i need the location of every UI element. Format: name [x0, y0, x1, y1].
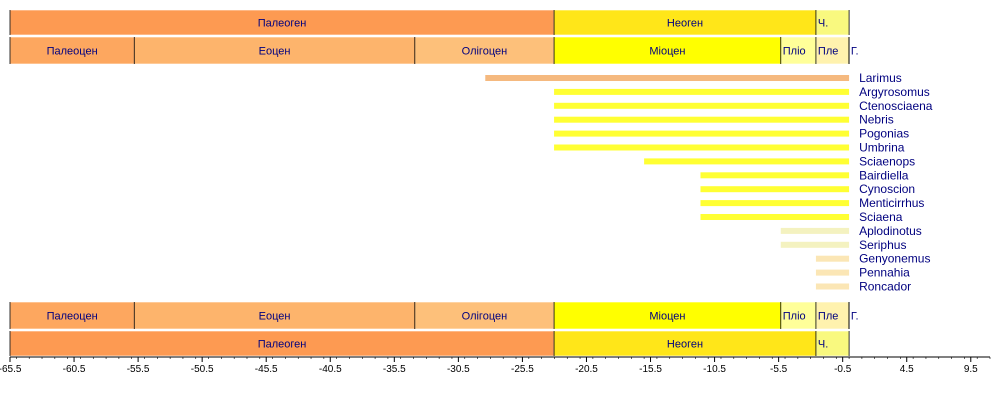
bottom-period-label-1: Неоген — [667, 339, 703, 351]
top-period-segment-1 — [553, 9, 817, 36]
bottom-epoch-segment-3 — [553, 301, 782, 330]
bottom-epoch-label-6: Г. — [851, 311, 859, 323]
bar-umbrina — [554, 144, 850, 151]
bottom-period-segment-2 — [815, 330, 850, 357]
x-tick-label-15: 9.5 — [964, 364, 978, 375]
bar-label-aplodinotus: Aplodinotus — [859, 224, 922, 238]
bar-label-bairdiella: Bairdiella — [859, 168, 909, 182]
bar-label-pennahia: Pennahia — [859, 266, 910, 280]
bar-bairdiella — [700, 172, 850, 179]
bar-pennahia — [815, 269, 850, 276]
x-tick-label-6: -35.5 — [383, 364, 406, 375]
top-epoch-label-0: Палеоцен — [47, 46, 98, 58]
bottom-epoch-segment-5 — [815, 301, 850, 330]
x-tick-label-9: -20.5 — [575, 364, 598, 375]
bottom-epoch-label-1: Еоцен — [259, 311, 291, 323]
bottom-period-segment-1 — [553, 330, 817, 357]
top-epoch-band: Палеоцен Еоцен Олігоцен Міоцен Пліо Пле Г. — [9, 36, 859, 65]
top-period-label-2: Ч. — [818, 18, 828, 30]
taxon-bars: LarimusArgyrosomusCtenosciaenaNebrisPogo… — [485, 71, 933, 294]
x-tick-label-11: -10.5 — [703, 364, 726, 375]
x-tick-label-1: -60.5 — [63, 364, 86, 375]
bottom-epoch-label-3: Міоцен — [649, 311, 685, 323]
x-tick-label-12: -5.5 — [770, 364, 788, 375]
bar-label-genyonemus: Genyonemus — [859, 252, 930, 266]
bar-label-umbrina: Umbrina — [859, 141, 905, 155]
bar-argyrosomus — [554, 88, 850, 95]
bar-aplodinotus — [780, 227, 850, 234]
bottom-period-label-0: Палеоген — [258, 339, 307, 351]
bar-label-nebris: Nebris — [859, 113, 894, 127]
bar-larimus — [485, 75, 850, 81]
bottom-epoch-label-0: Палеоцен — [47, 311, 98, 323]
bar-ctenosciaena — [554, 102, 850, 109]
bar-label-ctenosciaena: Ctenosciaena — [859, 99, 933, 113]
top-period-band: Палеоген Неоген Ч. — [9, 9, 850, 36]
top-epoch-label-1: Еоцен — [259, 46, 291, 58]
x-tick-label-7: -30.5 — [447, 364, 470, 375]
x-tick-label-5: -40.5 — [319, 364, 342, 375]
bottom-epoch-label-2: Олігоцен — [462, 311, 508, 323]
top-period-label-1: Неоген — [667, 18, 703, 30]
top-epoch-label-5: Пле — [818, 46, 838, 58]
bar-sciaenops — [644, 158, 850, 165]
top-epoch-label-3: Міоцен — [649, 46, 685, 58]
bar-label-sciaena: Sciaena — [859, 210, 903, 224]
bar-label-argyrosomus: Argyrosomus — [859, 85, 930, 99]
bottom-period-label-2: Ч. — [818, 339, 828, 351]
bottom-period-band: Палеоген Неоген Ч. — [9, 330, 850, 357]
bottom-epoch-segment-4 — [780, 301, 817, 330]
x-tick-label-8: -25.5 — [511, 364, 534, 375]
x-tick-label-3: -50.5 — [191, 364, 214, 375]
top-epoch-segment-1 — [133, 36, 416, 65]
top-epoch-segment-2 — [414, 36, 555, 65]
x-tick-label-2: -55.5 — [127, 364, 150, 375]
bar-label-menticirrhus: Menticirrhus — [859, 196, 924, 210]
bar-sciaena — [700, 214, 850, 220]
bar-roncador — [815, 283, 850, 290]
x-axis: -65.5 -60.5 -55.5 -50.5 -45.5 -40.5 -35.5 -30.5… — [0, 356, 991, 375]
bar-label-roncador: Roncador — [859, 280, 911, 294]
top-period-segment-0 — [9, 9, 555, 36]
bar-genyonemus — [815, 255, 850, 262]
bottom-epoch-label-5: Пле — [818, 311, 838, 323]
bar-label-pogonias: Pogonias — [859, 127, 909, 141]
x-tick-label-0: -65.5 — [0, 364, 22, 375]
bar-label-cynoscion: Cynoscion — [859, 182, 915, 196]
bottom-epoch-band: Палеоцен Еоцен Олігоцен Міоцен Пліо Пле Г. — [9, 301, 859, 330]
top-epoch-label-6: Г. — [851, 46, 859, 58]
bar-cynoscion — [700, 186, 850, 193]
x-tick-label-14: 4.5 — [900, 364, 914, 375]
bar-seriphus — [780, 241, 850, 248]
x-tick-label-13: -0.5 — [834, 364, 852, 375]
bar-nebris — [554, 116, 850, 123]
top-epoch-label-2: Олігоцен — [462, 46, 508, 58]
top-epoch-label-4: Пліо — [783, 46, 806, 58]
bar-label-sciaenops: Sciaenops — [859, 154, 915, 168]
x-tick-label-10: -15.5 — [639, 364, 662, 375]
x-tick-label-4: -45.5 — [255, 364, 278, 375]
bar-label-larimus: Larimus — [859, 71, 902, 85]
bar-menticirrhus — [700, 200, 850, 207]
bar-pogonias — [554, 130, 850, 137]
bottom-epoch-segment-1 — [133, 301, 416, 330]
top-epoch-segment-4 — [780, 36, 817, 65]
bottom-epoch-segment-2 — [414, 301, 555, 330]
top-period-label-0: Палеоген — [258, 18, 307, 30]
bottom-epoch-label-4: Пліо — [783, 311, 806, 323]
bar-label-seriphus: Seriphus — [859, 238, 906, 252]
